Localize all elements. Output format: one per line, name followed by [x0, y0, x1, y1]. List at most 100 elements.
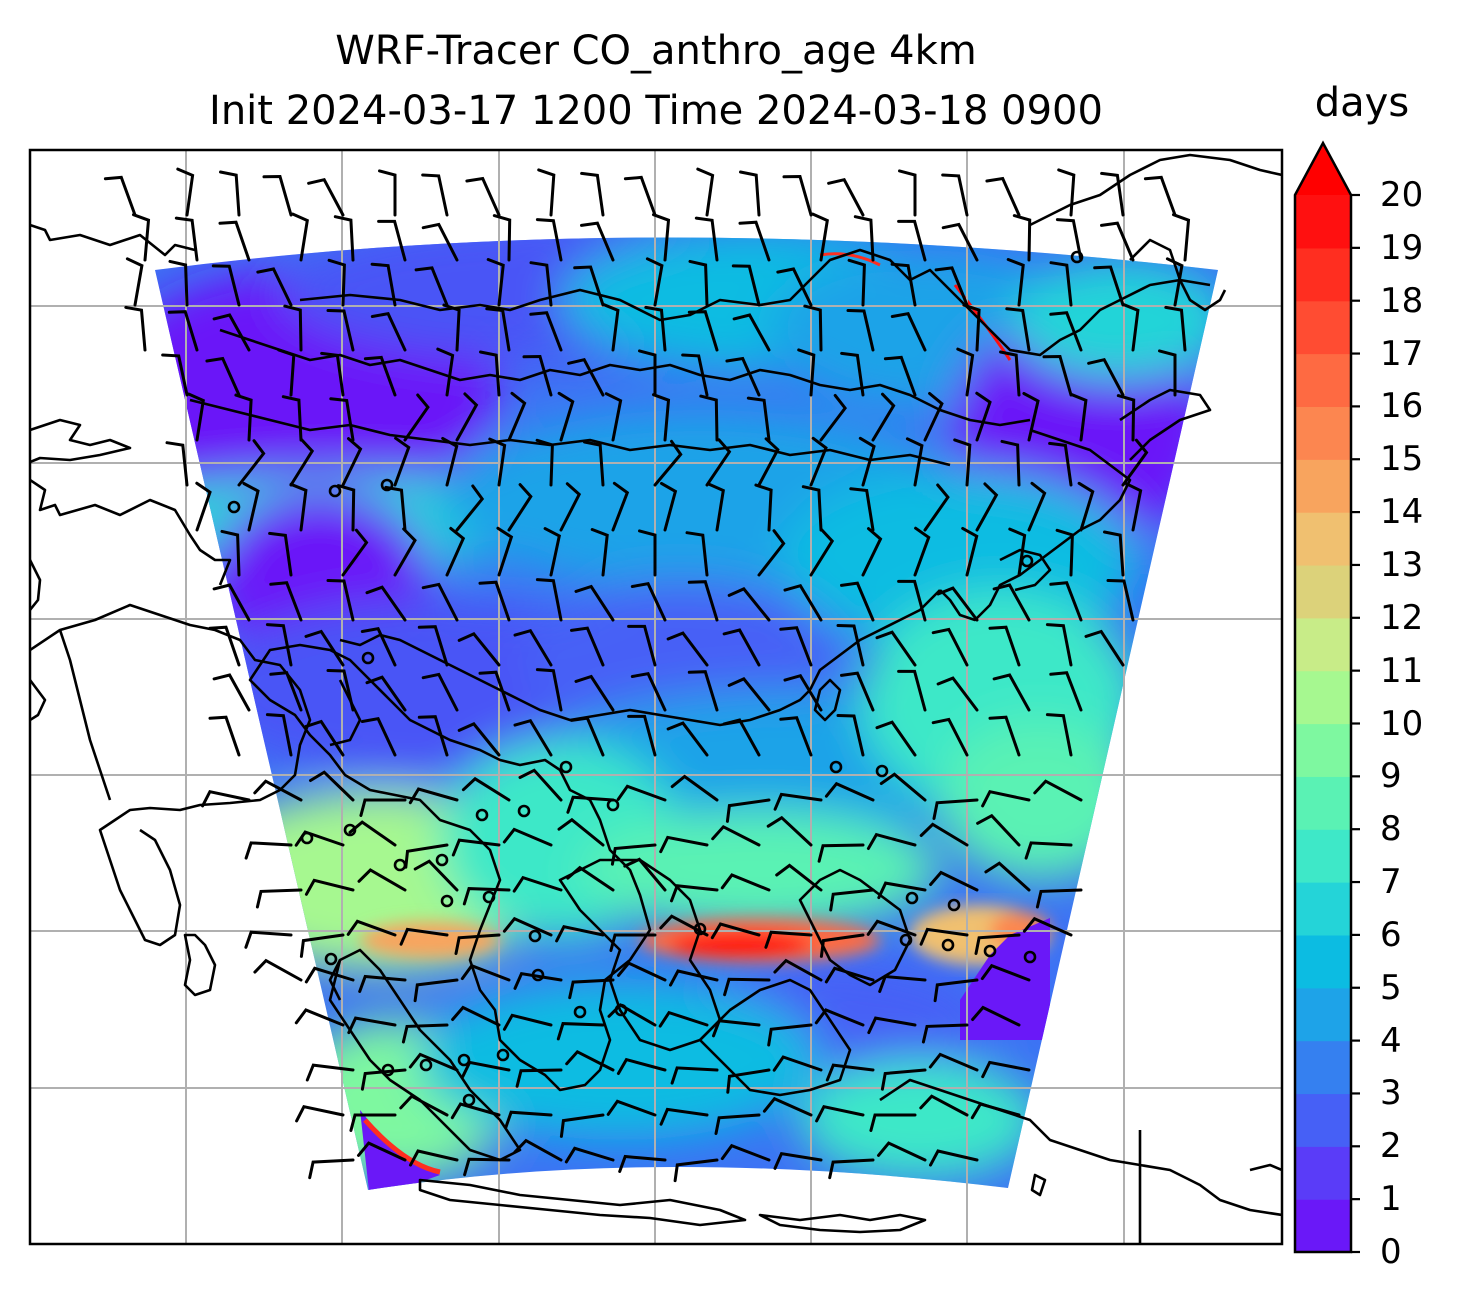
wind-barb — [869, 1113, 917, 1132]
wind-barb — [875, 630, 917, 667]
wind-barb — [687, 670, 719, 712]
wind-barb — [590, 528, 609, 577]
wind-barb — [840, 671, 875, 712]
wind-barb — [421, 672, 459, 712]
colorbar-segment — [1295, 934, 1351, 989]
wind-barb — [1143, 175, 1177, 217]
wind-barb — [218, 220, 251, 262]
wind-barb — [535, 438, 554, 487]
wind-barb — [992, 673, 1031, 712]
wind-barb — [269, 581, 303, 622]
wind-barb — [124, 305, 147, 352]
wind-barb — [1124, 482, 1143, 532]
wind-barb — [399, 1094, 449, 1117]
calm-wind-circle — [693, 922, 707, 936]
wind-barb — [255, 888, 303, 909]
wind-barb — [365, 585, 407, 622]
wind-barb — [931, 717, 969, 757]
wind-barb — [984, 861, 1031, 892]
wind-barb — [779, 716, 813, 757]
wind-barb — [783, 583, 823, 622]
wind-barb — [212, 583, 251, 622]
wind-barb — [999, 350, 1021, 397]
wind-barb — [212, 313, 251, 352]
wind-barb — [465, 176, 501, 217]
wind-barb — [269, 671, 303, 712]
calm-wind-circle — [829, 760, 843, 774]
wind-barb — [1022, 916, 1073, 937]
colorbar-tick-label: 11 — [1380, 650, 1424, 691]
colorbar-tick-label: 10 — [1380, 703, 1424, 744]
wind-barb — [399, 927, 449, 946]
wind-barb — [195, 481, 212, 532]
wind-barb — [326, 669, 355, 712]
wind-barb — [840, 581, 875, 622]
wind-barb — [479, 350, 501, 397]
wind-barb — [858, 436, 876, 487]
calm-wind-circle — [496, 1048, 510, 1062]
wind-barb — [132, 213, 151, 262]
wind-barb — [725, 356, 761, 397]
wind-barb — [727, 587, 771, 622]
wind-barb — [478, 580, 511, 622]
wind-barb — [327, 258, 346, 307]
wind-barb — [167, 310, 199, 352]
calm-wind-circle — [947, 898, 961, 912]
wind-barb — [981, 789, 1031, 808]
wind-barb — [1006, 258, 1025, 307]
wind-barb — [565, 1049, 615, 1072]
wind-barb — [897, 579, 927, 622]
wind-barb — [638, 349, 657, 397]
wind-barb — [574, 584, 615, 622]
wind-barb — [645, 257, 664, 307]
wind-barb — [627, 624, 657, 667]
wind-barb — [174, 216, 199, 262]
wind-barb — [688, 259, 709, 307]
wind-barb — [687, 310, 719, 352]
wind-barb — [1103, 530, 1125, 577]
colorbar-tick-label: 12 — [1380, 597, 1424, 638]
wind-barb — [803, 304, 823, 352]
wind-barb — [370, 312, 407, 352]
wind-barb — [580, 171, 605, 217]
wind-barb — [953, 438, 972, 487]
wind-barb — [824, 966, 875, 984]
wind-barb — [817, 843, 865, 863]
colorbar-tick-label: 18 — [1380, 280, 1424, 321]
wind-barb — [304, 966, 355, 984]
calm-wind-circle — [528, 929, 542, 943]
wind-barb — [714, 1113, 761, 1135]
wind-barb — [454, 933, 501, 955]
wind-barb — [936, 676, 979, 712]
colorbar-segment — [1295, 776, 1351, 830]
wind-barb — [880, 1068, 927, 1091]
wind-barb — [1042, 354, 1073, 397]
wind-barb — [451, 838, 501, 857]
colorbar-tick-label: 0 — [1380, 1232, 1402, 1272]
wind-barb — [666, 721, 709, 757]
colorbar-segment — [1295, 512, 1351, 566]
wind-barb — [336, 484, 356, 532]
wind-barb — [809, 436, 828, 487]
wind-barb — [1027, 481, 1047, 532]
wind-barb — [814, 1008, 865, 1027]
wind-barb — [610, 843, 657, 866]
wind-barb — [1045, 623, 1073, 667]
wind-barb — [326, 579, 355, 622]
wind-barb — [975, 391, 992, 442]
wind-barb — [801, 485, 823, 532]
wind-barb — [707, 482, 725, 532]
wind-barb — [961, 526, 979, 577]
wind-barb — [861, 527, 883, 577]
colorbar-tick-label: 13 — [1380, 544, 1424, 585]
wind-barb — [347, 1016, 397, 1035]
wind-barb — [365, 675, 407, 712]
wind-barb — [644, 305, 667, 352]
calm-wind-circle — [328, 484, 342, 498]
wind-barb — [308, 1158, 355, 1180]
wind-barb — [720, 1143, 771, 1162]
calm-wind-circle — [983, 944, 997, 958]
colorbar-segment — [1295, 670, 1351, 725]
wind-barb — [929, 1149, 979, 1167]
